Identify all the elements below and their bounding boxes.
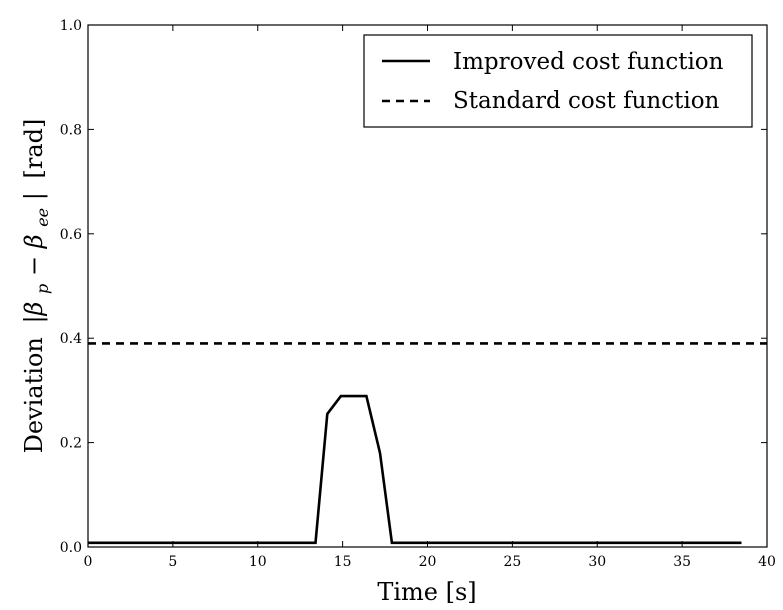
- y-axis-label-math-close: |: [20, 192, 49, 200]
- y-axis-label-math-open: |β: [20, 302, 49, 324]
- y-tick-label: 0.6: [60, 227, 82, 243]
- x-tick-label: 5: [168, 554, 177, 570]
- x-tick-label: 15: [334, 554, 352, 570]
- x-axis-label: Time [s]: [377, 578, 476, 606]
- series-line-improved: [88, 394, 742, 545]
- y-axis-label-unit: [rad]: [20, 119, 48, 179]
- y-tick-label: 0.4: [60, 331, 82, 347]
- x-tick-label: 20: [419, 554, 437, 570]
- y-tick-label: 1.0: [60, 18, 82, 34]
- y-axis-label-sub-p: p: [33, 284, 52, 294]
- legend-label-standard: Standard cost function: [453, 88, 720, 114]
- y-axis-label: Deviation |β p − β ee | [rad]: [20, 119, 54, 454]
- y-tick-label: 0.2: [60, 436, 82, 452]
- y-axis-label-sub-ee: ee: [33, 208, 52, 227]
- y-tick-label: 0.8: [60, 122, 82, 138]
- series-layer: [88, 342, 767, 545]
- x-tick-label: 0: [84, 554, 93, 570]
- x-tick-label: 10: [249, 554, 267, 570]
- tick-layer: 0 5 10 15 20 25 30 35 40 0.0 0.2 0.4 0.6 0.8 1.0: [60, 18, 776, 570]
- x-tick-label: 40: [758, 554, 776, 570]
- legend-label-improved: Improved cost function: [453, 49, 724, 75]
- y-tick-label: 0.0: [60, 540, 82, 556]
- x-tick-label: 25: [503, 554, 521, 570]
- x-tick-label: 35: [673, 554, 691, 570]
- x-tick-label: 30: [588, 554, 606, 570]
- y-axis-label-word: Deviation: [20, 337, 48, 453]
- legend-box: [363, 34, 753, 128]
- y-axis-label-minus: − β: [20, 234, 48, 276]
- legend: Improved cost function Standard cost fun…: [363, 34, 753, 128]
